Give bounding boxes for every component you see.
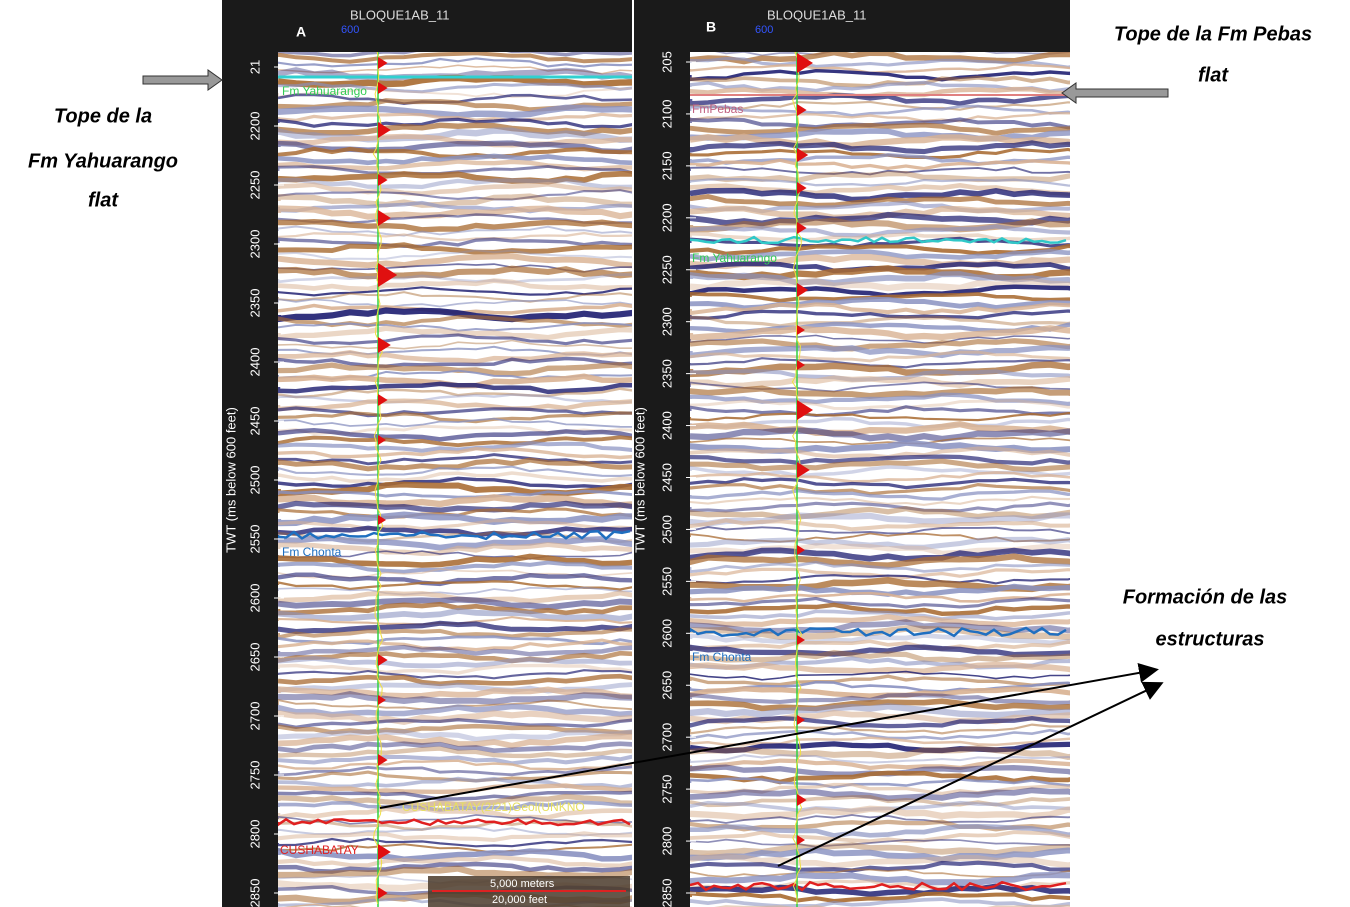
- tick-label: 2850: [247, 879, 262, 907]
- tick-label: 2650: [659, 671, 674, 700]
- tick-label: 2500: [659, 515, 674, 544]
- tick-label: 2250: [247, 171, 262, 200]
- tick-label: 2650: [247, 643, 262, 672]
- trace-label: 600: [755, 24, 773, 36]
- arrow-left: [143, 70, 222, 90]
- scale-bar-label: 20,000 feet: [492, 894, 547, 906]
- horizon-label: Fm Yahuarango: [282, 84, 367, 98]
- horizon-label: CUSHABATAY: [280, 843, 359, 857]
- panel-letter: B: [706, 19, 716, 35]
- annotation: Tope de la Fm Pebas: [1114, 23, 1312, 45]
- tick-label: 2500: [247, 466, 262, 495]
- tick-label: 2400: [247, 348, 262, 377]
- tick-label: 2250: [659, 255, 674, 284]
- tick-label: 2800: [659, 827, 674, 856]
- tick-label: 2450: [247, 407, 262, 436]
- tick-label: 2100: [659, 99, 674, 128]
- tick-label: 2800: [247, 820, 262, 849]
- tick-label: 2300: [247, 230, 262, 259]
- tick-label: 205: [659, 51, 674, 73]
- annotation: estructuras: [1156, 628, 1265, 650]
- annotation: flat: [1198, 64, 1229, 86]
- figure: A BLOQUE1AB_11 600 B BLOQUE1AB_11 600 TW…: [0, 0, 1350, 907]
- tick-label: 2600: [659, 619, 674, 648]
- tick-label: 2350: [659, 359, 674, 388]
- scale-bar-label: 5,000 meters: [490, 878, 555, 890]
- tick-label: 2750: [659, 775, 674, 804]
- tick-label: 2550: [247, 525, 262, 554]
- trace-label: 600: [341, 24, 359, 36]
- tick-label: 2600: [247, 584, 262, 613]
- tick-label: 2450: [659, 463, 674, 492]
- axis-label: TWT (ms below 600 feet): [223, 407, 238, 553]
- annotation: Fm Yahuarango: [28, 150, 178, 172]
- tick-label: 2350: [247, 289, 262, 318]
- horizon-label: Fm Yahuarango: [692, 251, 777, 265]
- tick-label: 2200: [659, 203, 674, 232]
- tick-label: 2850: [659, 879, 674, 907]
- tick-label: 2550: [659, 567, 674, 596]
- axis-label: TWT (ms below 600 feet): [632, 407, 647, 553]
- arrow-right: [1062, 83, 1168, 103]
- tick-label: 21: [247, 60, 262, 74]
- horizon-label: Fm Chonta: [692, 650, 752, 664]
- tick-label: 2700: [659, 723, 674, 752]
- horizon-label: FmPebas: [692, 102, 743, 116]
- horizon-label: Fm Chonta: [282, 545, 342, 559]
- tick-label: 2300: [659, 307, 674, 336]
- panel-title: BLOQUE1AB_11: [767, 7, 866, 22]
- tick-label: 2200: [247, 112, 262, 141]
- well-label: CUSHABATAY(2/21)Geol(UNKNO: [402, 800, 585, 814]
- annotation: Tope de la: [54, 105, 152, 127]
- annotation: Formación de las: [1123, 586, 1288, 608]
- tick-label: 2750: [247, 761, 262, 790]
- tick-label: 2700: [247, 702, 262, 731]
- panel-title: BLOQUE1AB_11: [350, 7, 449, 22]
- annotation: flat: [88, 189, 119, 211]
- tick-label: 2150: [659, 151, 674, 180]
- tick-label: 2400: [659, 411, 674, 440]
- panel-letter: A: [296, 24, 306, 40]
